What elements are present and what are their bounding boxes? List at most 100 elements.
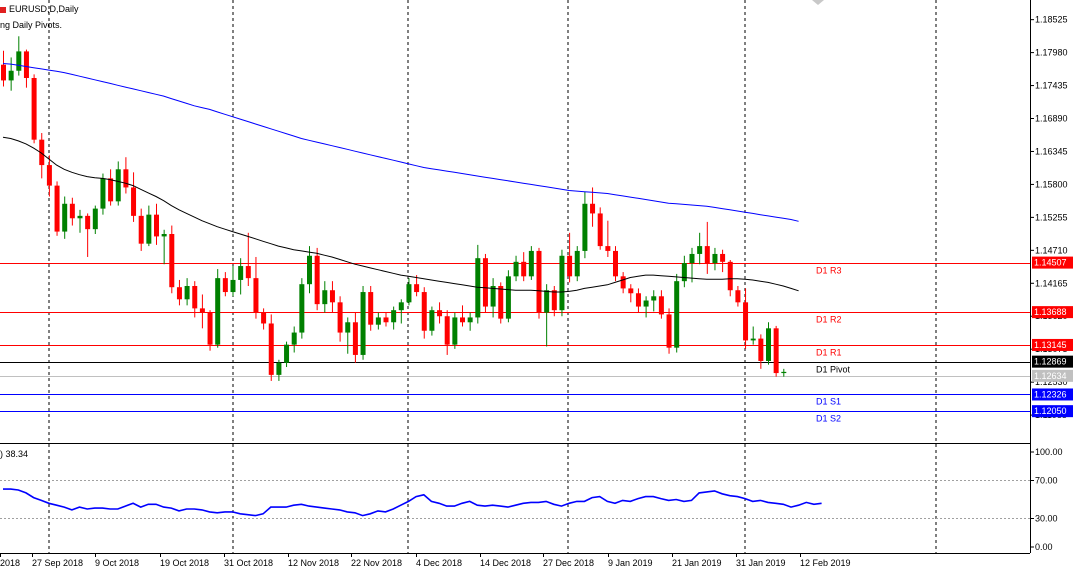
candle-body <box>628 288 634 294</box>
pivot-lines: D1 R3 D1 R2 D1 R1 D1 Pivot D1 S1 D1 S2 <box>0 263 1030 424</box>
candle-body <box>743 302 749 341</box>
candle-body <box>597 213 603 247</box>
price-badge-label: 1.13688 <box>1034 307 1067 317</box>
candle-body <box>406 284 412 303</box>
candle-body <box>238 266 244 280</box>
candle-body <box>414 284 420 293</box>
candle-body <box>253 278 259 313</box>
time-label: 27 Dec 2018 <box>543 558 594 568</box>
candle-body <box>123 169 129 188</box>
candle-body <box>329 290 335 303</box>
candle-body <box>766 328 771 361</box>
candle-body <box>138 215 144 244</box>
scroll-marker-icon[interactable] <box>812 0 824 5</box>
candle-body <box>551 290 557 311</box>
candle-body <box>284 344 290 363</box>
candle-body <box>727 261 733 291</box>
pivot-name: D1 S2 <box>816 414 841 424</box>
rsi-axis-label: 100.00 <box>1035 447 1063 457</box>
candle-body <box>322 290 328 305</box>
candle-body <box>307 255 312 285</box>
candle-body <box>215 278 221 345</box>
rsi-axis-label: 70.00 <box>1035 476 1058 486</box>
candle-body <box>176 287 182 300</box>
candles <box>1 36 787 381</box>
time-label: 21 Jan 2019 <box>672 558 722 568</box>
price-label: 1.17980 <box>1035 48 1068 58</box>
price-badge-label: 1.12050 <box>1034 406 1067 416</box>
candle-body <box>383 317 389 323</box>
price-label: 1.18525 <box>1035 15 1068 25</box>
price-badge-label: 1.12869 <box>1034 357 1067 367</box>
candle-body <box>345 322 351 333</box>
candle-body <box>1 64 6 81</box>
price-badge-label: 1.13145 <box>1034 340 1067 350</box>
price-badge <box>1032 405 1073 418</box>
candle-body <box>391 310 397 323</box>
candle-body <box>276 362 282 375</box>
price-badge <box>1032 369 1073 382</box>
candle-body <box>184 286 190 300</box>
candle-body <box>368 292 374 325</box>
candle-body <box>781 371 787 374</box>
candle-body <box>375 317 381 325</box>
candle-body <box>245 266 251 279</box>
symbol-title: EURUSD,D,Daily <box>9 4 79 14</box>
candle-body <box>559 255 565 311</box>
candle-body <box>291 332 297 345</box>
candle-body <box>567 255 573 277</box>
candle-body <box>704 246 710 264</box>
candle-body <box>452 317 458 345</box>
candle-body <box>490 286 496 307</box>
time-label: 12 Nov 2018 <box>288 558 339 568</box>
candle-body <box>39 139 45 166</box>
candle-body <box>169 234 175 288</box>
ma-fast-line <box>2 136 799 293</box>
rsi-axis-label: 0.00 <box>1035 542 1053 552</box>
candle-body <box>712 253 718 264</box>
candle-body <box>398 302 404 311</box>
price-badge-label: 1.12326 <box>1034 389 1067 399</box>
candle-body <box>674 281 680 348</box>
candle-body <box>750 338 756 341</box>
rsi-axis-label: 30.00 <box>1035 514 1058 524</box>
pivot-name: D1 R1 <box>816 348 842 358</box>
candle-body <box>85 215 91 230</box>
candle-body <box>421 292 427 331</box>
rsi-line <box>3 488 822 517</box>
time-label: 14 Dec 2018 <box>480 558 531 568</box>
symbol-icon <box>0 6 6 13</box>
price-label: 1.15255 <box>1035 212 1068 222</box>
candle-body <box>643 300 649 307</box>
candle-body <box>16 51 22 71</box>
candle-body <box>108 178 114 202</box>
candle-body <box>460 317 465 323</box>
price-badge-label: 1.12634 <box>1034 371 1067 381</box>
candle-body <box>582 203 588 251</box>
candle-body <box>268 323 274 375</box>
candle-body <box>544 290 550 313</box>
price-badge <box>1032 355 1073 368</box>
price-label: 1.15800 <box>1035 179 1068 189</box>
candle-body <box>590 203 596 214</box>
candle-body <box>23 51 29 78</box>
candle-body <box>352 322 358 355</box>
candle-body <box>429 310 435 331</box>
candle-body <box>467 317 473 323</box>
pivot-price-badges: 1.14507 1.13688 1.13145 1.12869 1.12326 1.120… <box>1032 256 1073 418</box>
candle-body <box>8 70 14 81</box>
candle-body <box>574 250 580 277</box>
candle-body <box>62 203 68 232</box>
chart-header: EURUSD,D,Daily <box>0 4 79 14</box>
rsi-panel <box>0 443 1030 519</box>
candle-body <box>521 261 527 277</box>
candle-body <box>528 250 534 277</box>
time-label: 9 Jan 2019 <box>608 558 653 568</box>
candle-body <box>605 246 611 251</box>
price-label: 1.16890 <box>1035 114 1068 124</box>
price-badge <box>1032 388 1073 401</box>
candle-body <box>620 276 626 289</box>
candle-body <box>505 276 511 319</box>
